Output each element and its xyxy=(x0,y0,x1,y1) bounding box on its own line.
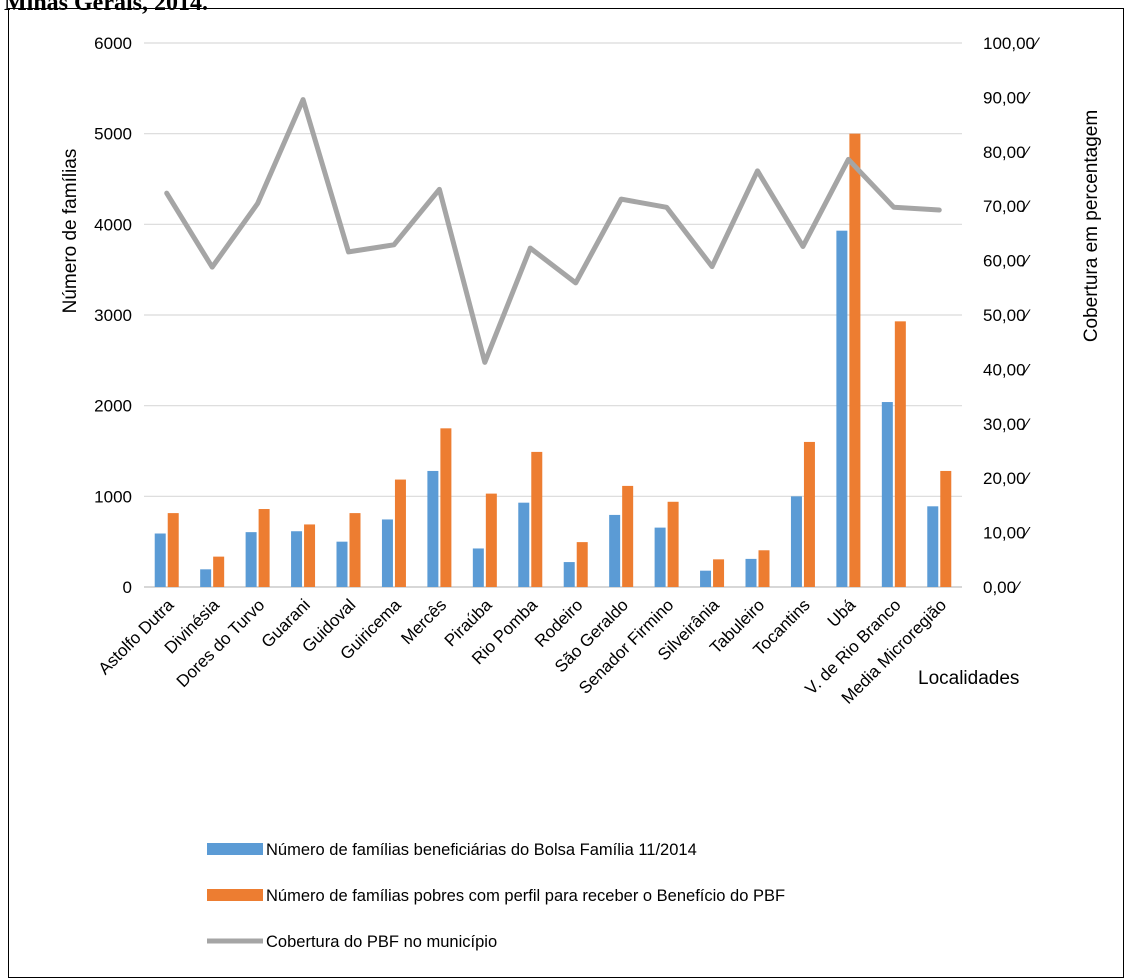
x-tick-label: Mercês xyxy=(397,595,450,648)
bar xyxy=(213,556,225,587)
bar xyxy=(849,133,861,587)
gridlines xyxy=(144,42,962,588)
y-tick-label: 1000 xyxy=(94,487,132,506)
bar xyxy=(790,496,802,587)
y2-tick-label: 60,00⁄ xyxy=(983,252,1032,271)
bar xyxy=(836,230,848,587)
bar xyxy=(894,321,906,587)
bar xyxy=(427,470,439,587)
y2-tick-label: 0,00⁄ xyxy=(983,578,1022,597)
y2-tick-label: 100,00⁄ xyxy=(983,34,1041,53)
bar xyxy=(200,569,212,587)
x-tick-label: Astolfo Dutra xyxy=(95,595,178,678)
legend-swatch xyxy=(207,843,263,855)
bar xyxy=(440,428,452,587)
y2-tick-label: 40,00⁄ xyxy=(983,360,1032,379)
y-axis-ticks: 0 1000 2000 3000 4000 5000 6000 xyxy=(94,34,132,597)
y-axis-title: Número de famílias xyxy=(60,149,81,314)
y2-axis-ticks: 0,00⁄ 10,00⁄ 20,00⁄ 30,00⁄ 40,00⁄ 50,00⁄ 60,00… xyxy=(983,34,1041,597)
bar xyxy=(654,527,666,587)
bar xyxy=(167,513,179,587)
bar xyxy=(394,479,406,587)
bar xyxy=(349,513,361,587)
y2-tick-label: 10,00⁄ xyxy=(983,524,1032,543)
bar xyxy=(472,548,484,587)
bar xyxy=(927,506,939,587)
y2-tick-label: 50,00⁄ xyxy=(983,306,1032,325)
y2-tick-label: 80,00⁄ xyxy=(983,143,1032,162)
bar xyxy=(485,493,497,587)
legend-label: Número de famílias beneficiárias do Bols… xyxy=(266,841,697,859)
bar xyxy=(258,509,270,587)
bar xyxy=(576,542,588,587)
x-tick-label: Ubá xyxy=(824,595,860,631)
bar xyxy=(291,531,303,587)
coverage-line-group xyxy=(164,97,942,365)
y-tick-label: 2000 xyxy=(94,397,132,416)
bar xyxy=(881,402,893,587)
bar xyxy=(713,559,725,587)
bar xyxy=(622,485,634,587)
y-tick-label: 6000 xyxy=(94,34,132,53)
y2-tick-label: 30,00⁄ xyxy=(983,415,1032,434)
y2-tick-label: 90,00⁄ xyxy=(983,88,1032,107)
bar xyxy=(531,451,543,587)
bar xyxy=(667,501,679,587)
bar xyxy=(336,541,348,587)
bar xyxy=(940,470,952,587)
legend-label: Número de famílias pobres com perfil par… xyxy=(266,887,785,905)
coverage-line xyxy=(164,97,942,365)
legend-swatch xyxy=(207,889,263,901)
bar xyxy=(381,519,393,587)
y-tick-label: 3000 xyxy=(94,306,132,325)
bar xyxy=(745,558,757,587)
bar xyxy=(803,441,815,587)
y-tick-label: 4000 xyxy=(94,215,132,234)
bars-group xyxy=(154,133,952,587)
bar xyxy=(563,562,575,587)
bar xyxy=(304,524,316,587)
y2-tick-label: 70,00⁄ xyxy=(983,197,1032,216)
y-tick-label: 5000 xyxy=(94,125,132,144)
bar xyxy=(609,514,621,587)
legend-label: Cobertura do PBF no município xyxy=(266,933,497,951)
bar xyxy=(154,533,166,587)
y-tick-label: 0 xyxy=(123,578,132,597)
bar xyxy=(518,502,530,587)
y2-axis-title: Cobertura em percentagem xyxy=(1081,110,1102,342)
bar xyxy=(245,532,257,587)
legend: Número de famílias beneficiárias do Bols… xyxy=(207,841,785,951)
bar xyxy=(700,570,712,587)
x-axis-title: Localidades xyxy=(918,668,1019,689)
bar xyxy=(758,550,770,587)
y2-tick-label: 20,00⁄ xyxy=(983,469,1032,488)
